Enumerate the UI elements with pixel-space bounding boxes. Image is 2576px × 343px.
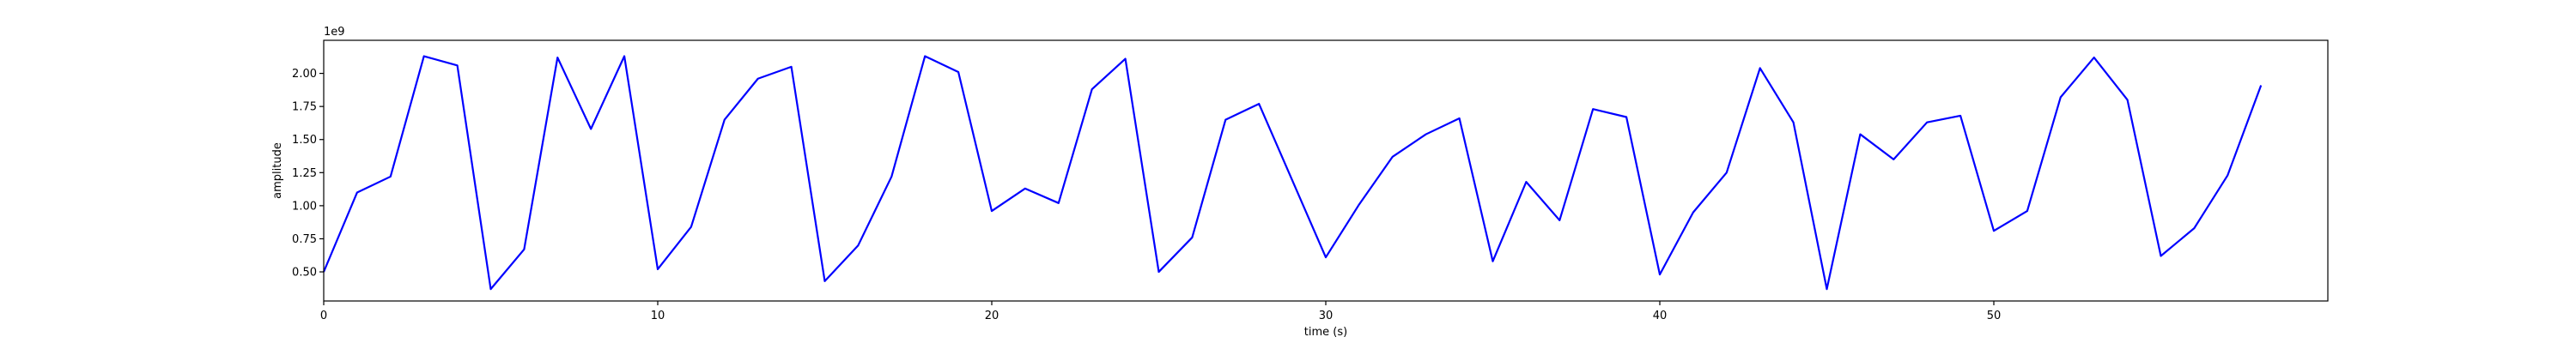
plot-area: [324, 40, 2328, 301]
y-tick-label: 0.75: [292, 233, 317, 246]
y-tick-label: 1.25: [292, 167, 317, 180]
series-line-0: [322, 55, 2263, 291]
y-tick-label: 1.50: [292, 134, 317, 147]
y-axis-label: amplitude: [271, 142, 284, 199]
y-tick-label: 1.00: [292, 200, 317, 213]
series-layer: [322, 55, 2263, 291]
y-axis-offset-label: 1e9: [324, 26, 345, 39]
x-axis-label: time (s): [1304, 326, 1347, 339]
y-tick-label: 2.00: [292, 68, 317, 81]
y-tick-label: 0.50: [292, 267, 317, 280]
x-tick-label: 0: [320, 310, 327, 322]
x-tick-label: 50: [1987, 310, 2002, 322]
x-tick-label: 30: [1319, 310, 1334, 322]
x-tick-label: 20: [985, 310, 999, 322]
y-tick-label: 1.75: [292, 101, 317, 114]
x-tick-label: 10: [651, 310, 665, 322]
x-tick-label: 40: [1653, 310, 1668, 322]
y-axis-ticks: 0.50 0.75 1.00 1.25 1.50 1.75 2.00: [292, 68, 324, 280]
x-axis-ticks: 0 10 20 30 40 50: [320, 301, 2001, 322]
